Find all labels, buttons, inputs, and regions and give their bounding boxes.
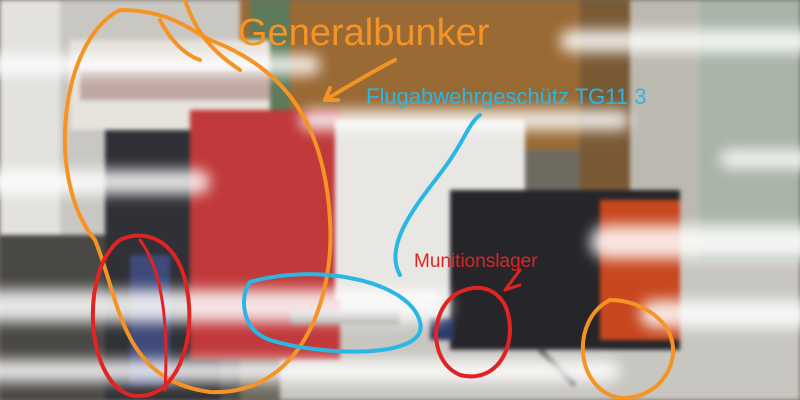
- flak-label: Flugabwehrgeschütz TG11 3: [366, 84, 647, 109]
- orange-circle: [62, 7, 333, 395]
- red-scribble: [138, 238, 168, 392]
- red-arrow: [503, 268, 522, 292]
- glare-streak: [560, 30, 800, 52]
- munitions-label: Munitionslager: [414, 251, 538, 272]
- glare-streak: [0, 290, 450, 322]
- red-circle-right: [434, 285, 512, 379]
- orange-tick: [183, 0, 242, 72]
- glare-streak: [300, 110, 630, 130]
- cyan-arrow: [393, 113, 482, 277]
- paper-stack-edge: [80, 70, 270, 100]
- cyan-loop: [242, 272, 423, 354]
- orange-circle-small: [580, 297, 675, 400]
- orange-arrow: [323, 58, 397, 102]
- orange-arrowhead: [323, 86, 340, 102]
- window-panel: [0, 0, 60, 240]
- glare-streak: [720, 150, 800, 168]
- glare-streak: [590, 225, 800, 259]
- orange-tick: [158, 18, 202, 62]
- glare-streak: [0, 170, 210, 194]
- glare-streak: [640, 300, 800, 328]
- red-circle-left: [90, 233, 192, 399]
- generalbunker-label: Generalbunker: [238, 12, 490, 54]
